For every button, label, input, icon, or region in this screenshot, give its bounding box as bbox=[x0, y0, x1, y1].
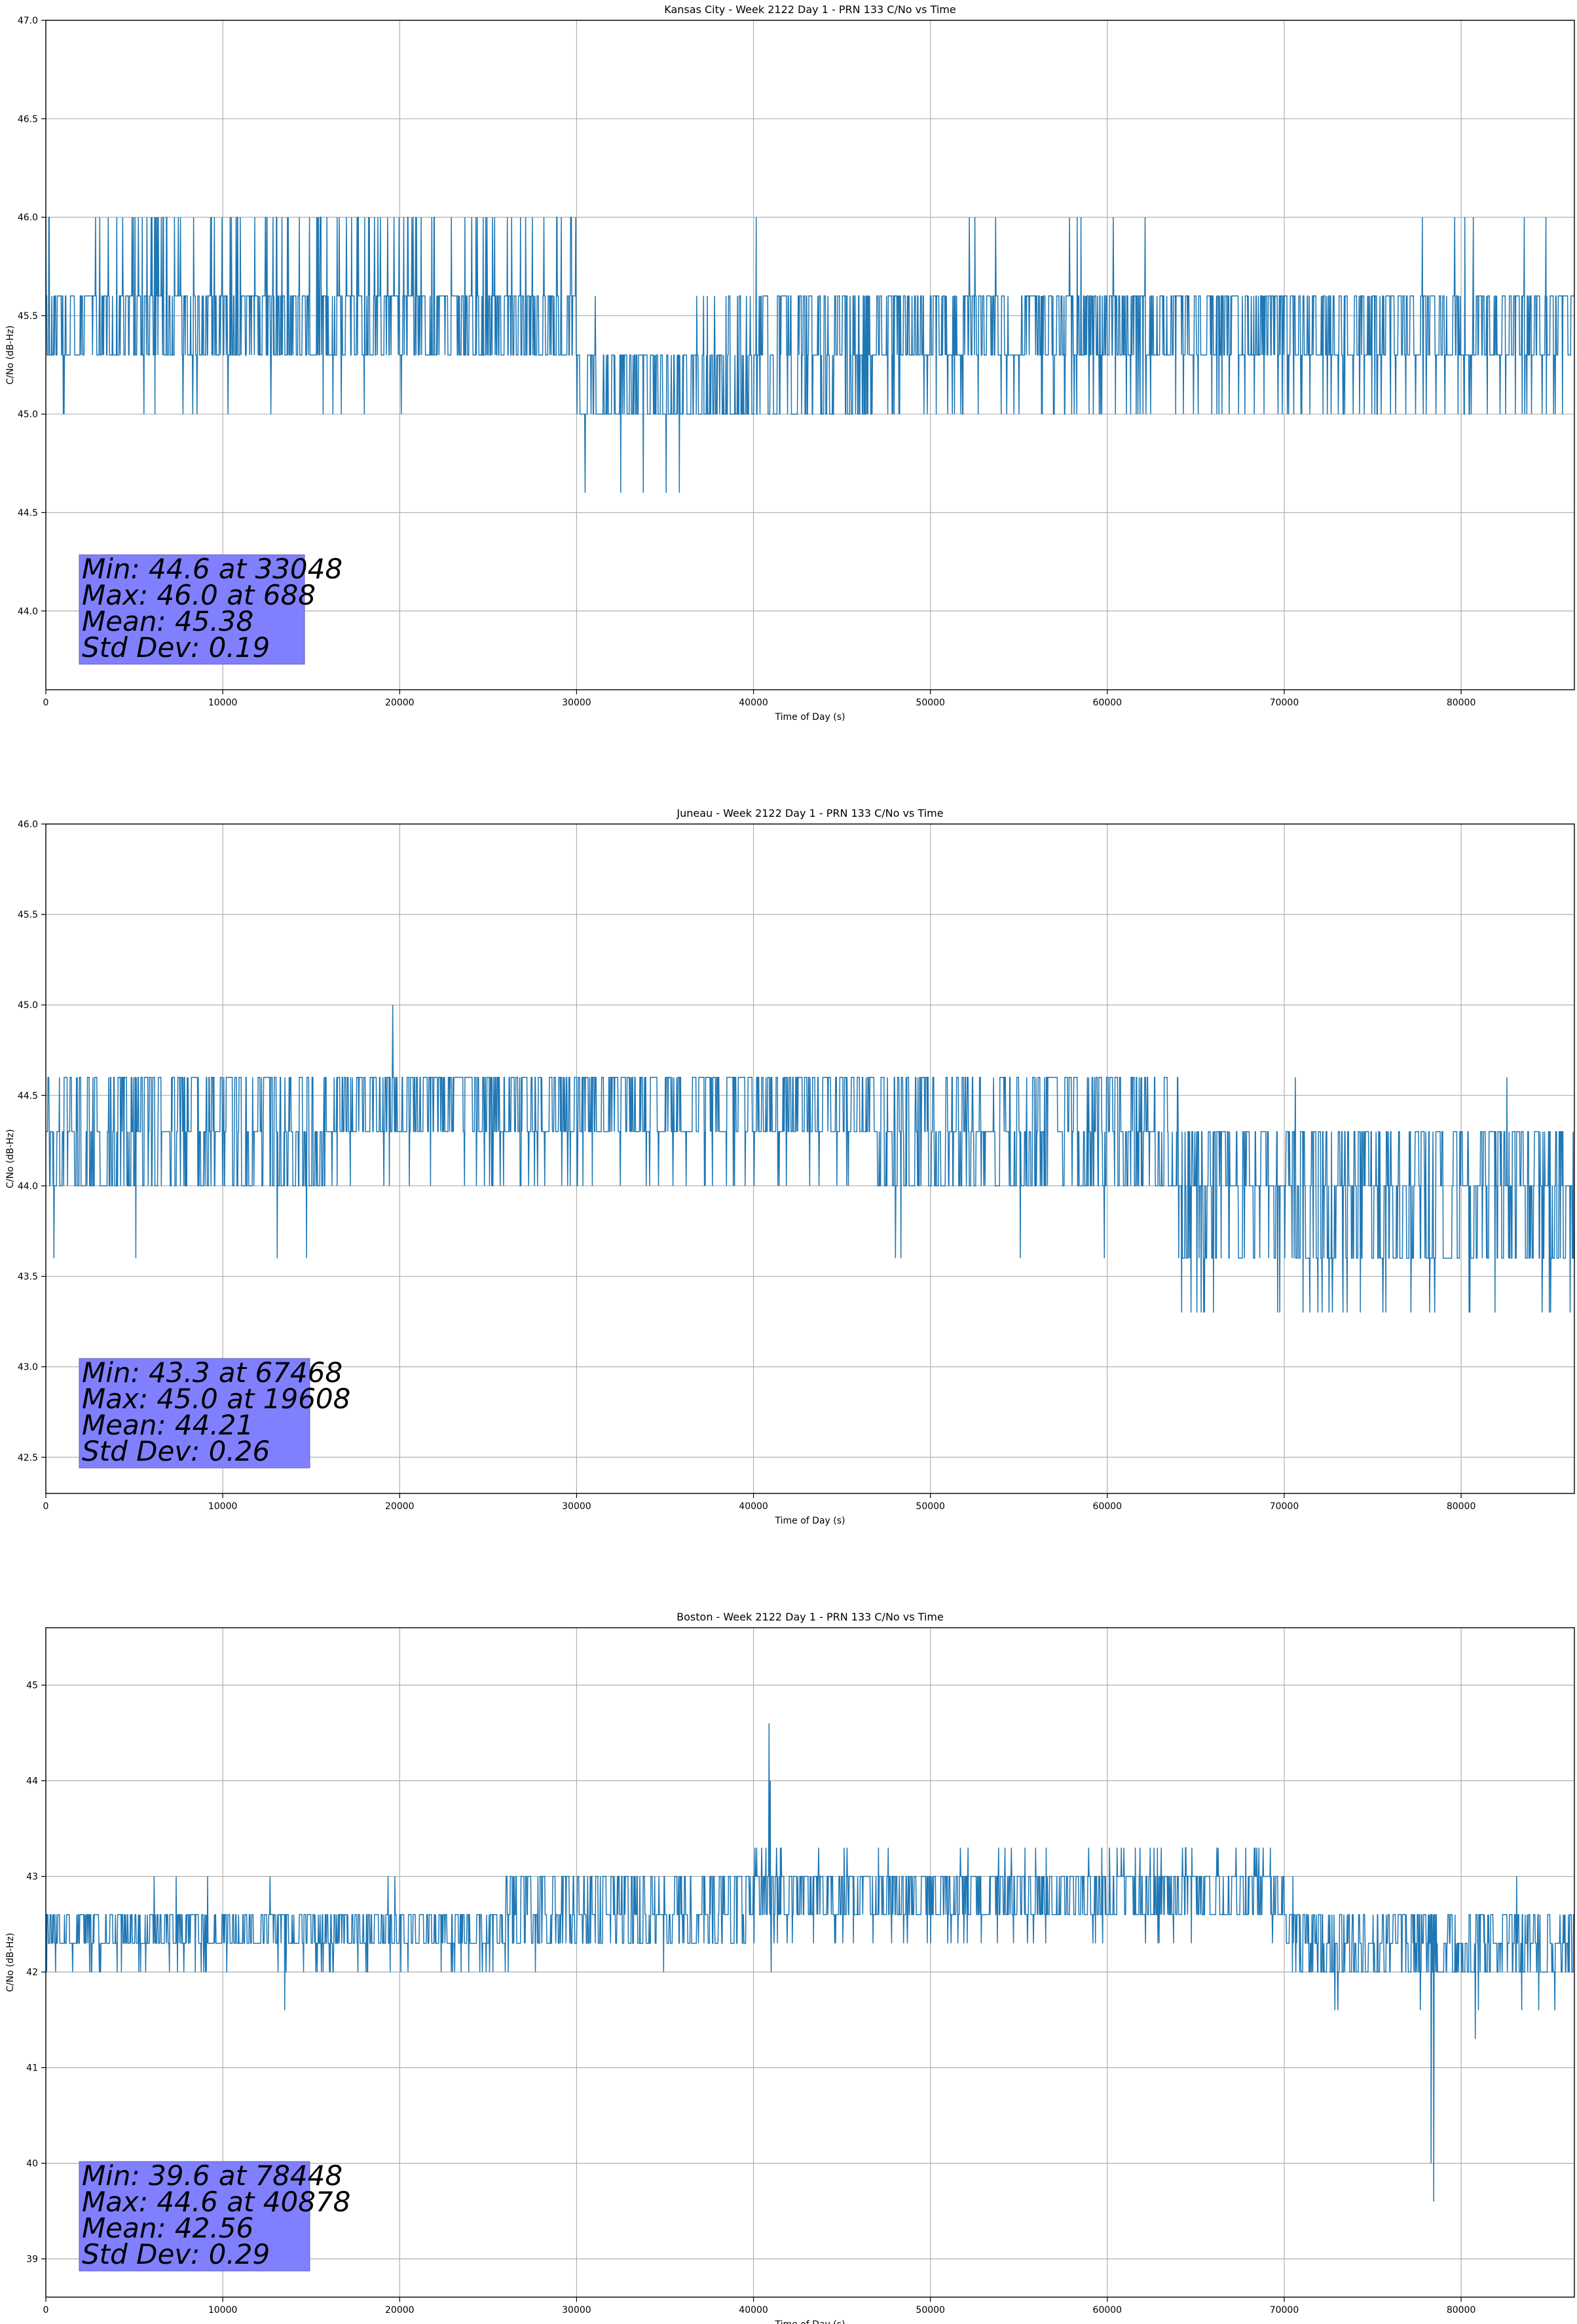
x-tick-label: 60000 bbox=[1093, 698, 1122, 708]
chart-juneau: 0 10000 20000 30000 40000 50000 60000 70000 8000… bbox=[5, 807, 1575, 1526]
x-tick-label: 50000 bbox=[916, 1501, 945, 1512]
x-tick-label: 40000 bbox=[739, 1501, 768, 1512]
plot-frame bbox=[45, 1627, 1575, 2298]
stats-line: Min: 44.6 at 33048 bbox=[82, 553, 343, 585]
y-axis-label: C/No (dB-Hz) bbox=[5, 1933, 16, 1992]
stats-line: Mean: 42.56 bbox=[82, 2212, 253, 2244]
y-tick-label: 44 bbox=[26, 1776, 38, 1787]
y-tick-label: 46.5 bbox=[18, 114, 38, 124]
chart-title: Kansas City - Week 2122 Day 1 - PRN 133 … bbox=[664, 3, 955, 16]
y-tick-label: 44.5 bbox=[18, 508, 38, 518]
y-tick-label: 45.5 bbox=[18, 910, 38, 920]
plot-frame bbox=[45, 823, 1575, 1494]
x-tick-label: 50000 bbox=[916, 2305, 945, 2315]
x-tick-label: 10000 bbox=[208, 698, 238, 708]
x-tick-label: 80000 bbox=[1447, 2305, 1476, 2315]
stats-line: Mean: 45.38 bbox=[82, 605, 253, 637]
chart-kansas-city: 0 10000 20000 30000 40000 50000 60000 70000 8000… bbox=[5, 3, 1575, 722]
chart-title: Boston - Week 2122 Day 1 - PRN 133 C/No … bbox=[677, 1611, 944, 1623]
y-tick-label: 44.0 bbox=[18, 607, 38, 617]
x-tick-label: 50000 bbox=[916, 698, 945, 708]
x-tick-label: 80000 bbox=[1447, 1501, 1476, 1512]
y-tick-label: 47.0 bbox=[18, 16, 38, 26]
stats-box-background bbox=[79, 1358, 310, 1469]
plot-frame bbox=[45, 20, 1575, 690]
x-tick-label: 30000 bbox=[562, 698, 591, 708]
x-tick-label: 40000 bbox=[739, 2305, 768, 2315]
x-tick-label: 20000 bbox=[385, 1501, 415, 1512]
y-tick-label: 40 bbox=[26, 2159, 38, 2169]
x-axis-label: Time of Day (s) bbox=[775, 2319, 845, 2324]
stats-line: Max: 45.0 at 19608 bbox=[82, 1383, 350, 1415]
y-tick-label: 43.0 bbox=[18, 1362, 38, 1373]
cno-series-line bbox=[46, 1005, 1574, 1313]
y-tick-label: 45.0 bbox=[18, 1000, 38, 1011]
x-tick-label: 20000 bbox=[385, 2305, 415, 2315]
y-tick-label: 43 bbox=[26, 1872, 38, 1883]
x-tick-label: 40000 bbox=[739, 698, 768, 708]
x-axis-label: Time of Day (s) bbox=[775, 712, 845, 722]
x-tick-label: 30000 bbox=[562, 1501, 591, 1512]
x-tick-label: 70000 bbox=[1270, 2305, 1299, 2315]
stats-line: Max: 46.0 at 688 bbox=[82, 579, 316, 611]
y-tick-label: 42.5 bbox=[18, 1453, 38, 1463]
x-axis-label: Time of Day (s) bbox=[775, 1516, 845, 1526]
x-tick-label: 60000 bbox=[1093, 1501, 1122, 1512]
x-tick-label: 60000 bbox=[1093, 2305, 1122, 2315]
y-tick-label: 45 bbox=[26, 1681, 38, 1691]
chart-boston: 0 10000 20000 30000 40000 50000 60000 70000 8000… bbox=[5, 1611, 1575, 2324]
y-tick-label: 46.0 bbox=[18, 213, 38, 223]
x-tick-label: 80000 bbox=[1447, 698, 1476, 708]
x-tick-label: 30000 bbox=[562, 2305, 591, 2315]
cno-series-line bbox=[45, 216, 1574, 493]
x-tick-label: 70000 bbox=[1270, 1501, 1299, 1512]
stats-line: Min: 39.6 at 78448 bbox=[82, 2160, 343, 2192]
stats-line: Std Dev: 0.26 bbox=[82, 1435, 270, 1467]
x-tick-label: 70000 bbox=[1270, 698, 1299, 708]
y-tick-label: 43.5 bbox=[18, 1272, 38, 1283]
cno-series-line bbox=[45, 1723, 1574, 2202]
y-tick-label: 42 bbox=[26, 1968, 38, 1978]
x-tick-label: 0 bbox=[43, 1501, 49, 1512]
x-tick-label: 0 bbox=[43, 2305, 49, 2315]
x-tick-label: 20000 bbox=[385, 698, 415, 708]
y-tick-label: 44.0 bbox=[18, 1181, 38, 1191]
stats-line: Max: 44.6 at 40878 bbox=[82, 2186, 350, 2218]
stats-line: Mean: 44.21 bbox=[82, 1409, 253, 1441]
stats-box-background bbox=[79, 554, 305, 665]
y-axis-label: C/No (dB-Hz) bbox=[5, 326, 16, 384]
x-tick-label: 0 bbox=[43, 698, 49, 708]
x-tick-label: 10000 bbox=[208, 1501, 238, 1512]
y-tick-label: 45.5 bbox=[18, 311, 38, 322]
y-axis-label: C/No (dB-Hz) bbox=[5, 1129, 16, 1188]
y-tick-label: 44.5 bbox=[18, 1091, 38, 1101]
stats-box-background bbox=[79, 2161, 310, 2272]
y-tick-label: 46.0 bbox=[18, 819, 38, 830]
stats-line: Std Dev: 0.29 bbox=[82, 2238, 270, 2270]
y-tick-label: 45.0 bbox=[18, 409, 38, 420]
stats-line: Min: 43.3 at 67468 bbox=[82, 1357, 343, 1389]
chart-title: Juneau - Week 2122 Day 1 - PRN 133 C/No … bbox=[676, 807, 943, 819]
x-tick-label: 10000 bbox=[208, 2305, 238, 2315]
y-tick-label: 41 bbox=[26, 2063, 38, 2074]
y-tick-label: 39 bbox=[26, 2255, 38, 2265]
stats-line: Std Dev: 0.19 bbox=[82, 631, 270, 664]
